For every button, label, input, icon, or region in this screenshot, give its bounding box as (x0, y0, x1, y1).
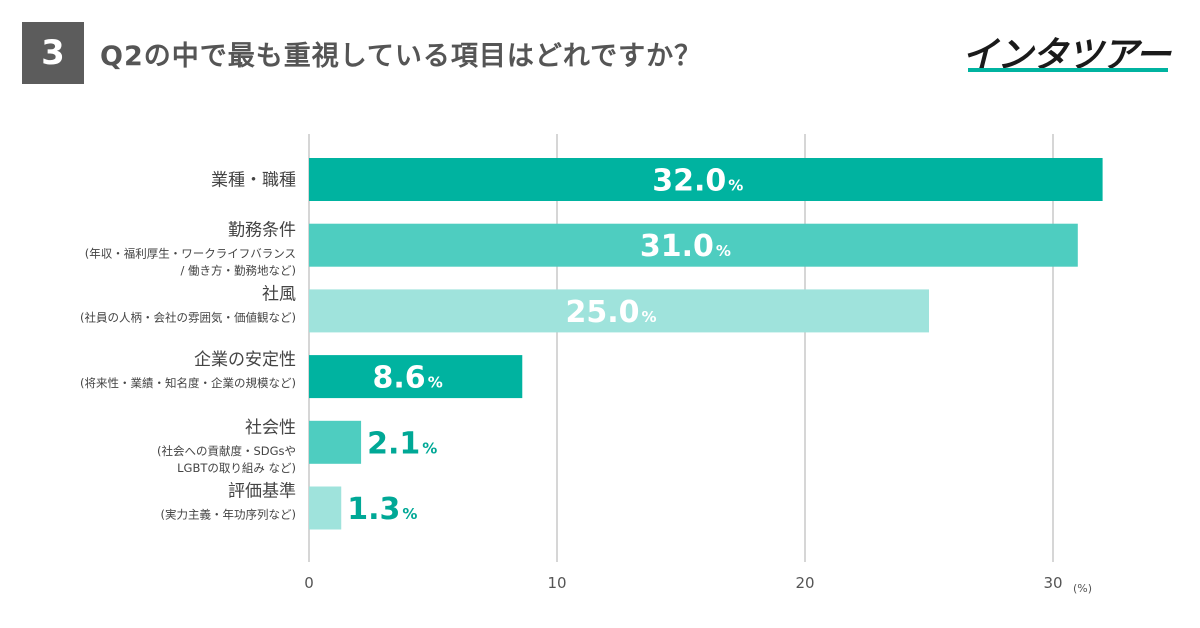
bar (309, 158, 1103, 201)
value-label: 32.0% (652, 164, 743, 199)
category-sublabel: (社会への貢献度・SDGsや (157, 444, 296, 458)
value-label: 31.0% (640, 229, 731, 264)
value-label: 2.1% (367, 426, 437, 461)
category-label: 企業の安定性 (194, 350, 296, 370)
category-label: 評価基準 (228, 482, 296, 502)
bar (309, 355, 523, 399)
category-sublabel: (年収・福利厚生・ワークライフバランス (85, 247, 296, 261)
question-title: Q2の中で最も重視している項目はどれですか？ (100, 41, 703, 72)
category-sublabel: / 働き方・勤務地など) (180, 264, 296, 278)
x-tick-label: 30 (1043, 574, 1062, 592)
category-sublabel: (将来性・業績・知名度・企業の規模など) (80, 376, 296, 390)
category-label: 業種・職種 (211, 171, 296, 191)
category-label: 社風 (262, 284, 296, 304)
value-label: 25.0% (565, 295, 656, 330)
bar (309, 289, 929, 333)
value-label: 1.3% (347, 492, 417, 527)
category-sublabel: (社員の人柄・会社の雰囲気・価値観など) (80, 310, 296, 324)
x-tick-label: 10 (547, 574, 566, 592)
category-label: 社会性 (245, 418, 296, 438)
bar (309, 420, 362, 464)
brand-logo-underline (968, 68, 1168, 72)
bar (309, 223, 1078, 267)
category-label: 勤務条件 (228, 221, 296, 241)
value-label: 8.6% (373, 361, 443, 396)
category-sublabel: (実力主義・年功序列など) (161, 508, 296, 522)
x-axis-unit: (%) (1073, 582, 1092, 595)
x-tick-label: 0 (304, 574, 314, 592)
category-sublabel: LGBTの取り組み など) (177, 461, 296, 475)
x-tick-label: 20 (795, 574, 814, 592)
question-number-badge: 3 (22, 22, 84, 84)
bar (309, 486, 342, 530)
